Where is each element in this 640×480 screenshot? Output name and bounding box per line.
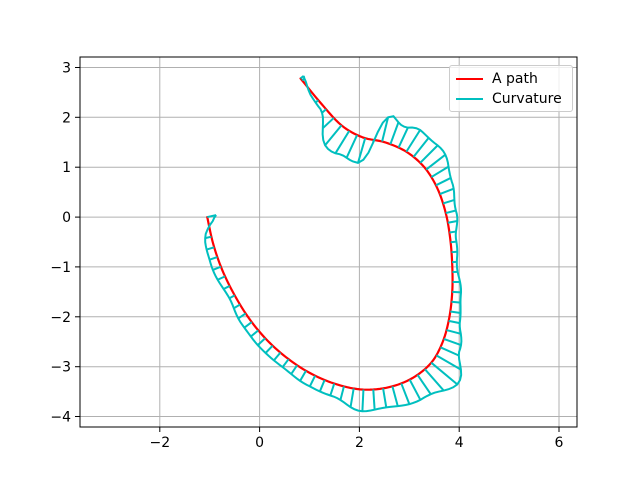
legend-entry-a-path: A path — [456, 69, 566, 89]
curvature-comb-tick — [382, 388, 388, 408]
x-tick-label: −2 — [149, 435, 170, 451]
curvature-comb-tick — [424, 368, 445, 392]
curvature-comb — [204, 75, 463, 413]
y-tick-label: −3 — [50, 360, 71, 376]
curvature-comb-tick — [435, 354, 462, 371]
curvature-comb-tick — [233, 303, 241, 310]
curvature-comb-tick — [334, 130, 351, 154]
curvature-comb-tick — [400, 383, 411, 405]
curvature-comb-tick — [318, 379, 326, 392]
curvature-comb-tick — [416, 374, 432, 395]
curvature-comb-tick — [425, 153, 446, 171]
curvature-comb-tick — [361, 389, 365, 412]
curvature-comb-tick — [450, 310, 461, 314]
legend-label-a-path: A path — [492, 71, 538, 87]
curvature-comb-tick — [408, 379, 422, 401]
curvature-comb-tick — [442, 199, 455, 205]
curvature-comb-tick — [223, 285, 231, 290]
x-tick-label: 2 — [355, 435, 364, 451]
legend-label-curvature: Curvature — [492, 91, 562, 108]
curvature-envelope-line — [204, 75, 463, 413]
curvature-comb-tick — [445, 209, 457, 215]
curvature-comb-tick — [446, 329, 462, 335]
y-tick-label: 0 — [62, 210, 71, 226]
legend-line-sample-a-path — [456, 78, 483, 81]
curvature-comb-tick — [430, 361, 458, 386]
curvature-comb-tick — [345, 134, 358, 159]
curvature-comb-tick — [209, 256, 218, 261]
curvature-comb-tick — [206, 246, 215, 251]
legend: A path Curvature — [449, 65, 573, 112]
y-tick-label: −2 — [50, 310, 71, 326]
curvature-comb-tick — [339, 386, 345, 401]
curvature-comb-tick — [217, 275, 226, 281]
curvature-comb-tick — [324, 124, 343, 146]
path-line-a-path — [206, 77, 454, 391]
curvature-comb-tick — [412, 137, 430, 158]
curvature-comb-tick — [449, 230, 457, 234]
y-tick-label: −1 — [50, 260, 71, 276]
curvature-comb-tick — [448, 319, 460, 325]
curvature-comb-tick — [439, 187, 455, 196]
curvature-comb-tick — [391, 386, 399, 407]
curvature-comb-tick — [430, 165, 450, 178]
curvature-comb-tick — [440, 346, 460, 357]
x-tick-label: 6 — [555, 435, 564, 451]
curvature-comb-tick — [250, 329, 259, 338]
curvature-comb-tick — [237, 312, 247, 320]
y-tick-label: −4 — [50, 410, 71, 426]
curvature-comb-tick — [405, 129, 421, 153]
curvature-comb-tick — [243, 321, 253, 329]
curvature-comb-tick — [329, 383, 336, 396]
curvature-comb-tick — [452, 290, 462, 294]
curvature-comb-tick — [207, 214, 217, 219]
curvature-comb-tick — [322, 117, 335, 129]
curvature-comb-tick — [308, 375, 317, 387]
x-tick-label: 0 — [255, 435, 264, 451]
curvature-comb-tick — [397, 127, 409, 148]
curvature-comb-tick — [372, 389, 376, 410]
curvature-comb-tick — [264, 344, 274, 354]
curvature-comb-tick — [447, 219, 458, 224]
curvature-comb-tick — [299, 370, 307, 382]
curvature-comb-tick — [435, 177, 452, 187]
curvature-comb-tick — [419, 144, 439, 164]
curvature-comb-tick — [273, 352, 282, 361]
x-tick-label: 4 — [455, 435, 464, 451]
curvature-comb-tick — [349, 388, 355, 408]
curvature-comb-tick — [381, 117, 390, 142]
curvature-comb-tick — [443, 337, 462, 346]
y-tick-label: 3 — [62, 61, 71, 77]
y-tick-label: 2 — [62, 110, 71, 126]
axes-frame — [79, 56, 578, 428]
curvature-comb-tick — [357, 137, 367, 164]
curvature-comb-tick — [228, 294, 236, 300]
curvature-comb-tick — [212, 265, 222, 271]
curvature-comb-tick — [389, 121, 400, 145]
curvature-comb-tick — [257, 337, 266, 346]
legend-line-sample-curvature — [456, 98, 483, 101]
curvature-comb-tick — [281, 358, 290, 368]
curvature-comb-tick — [451, 300, 461, 304]
legend-entry-curvature: Curvature — [456, 89, 566, 109]
y-tick-label: 1 — [62, 160, 71, 176]
curvature-comb-tick — [290, 364, 298, 375]
